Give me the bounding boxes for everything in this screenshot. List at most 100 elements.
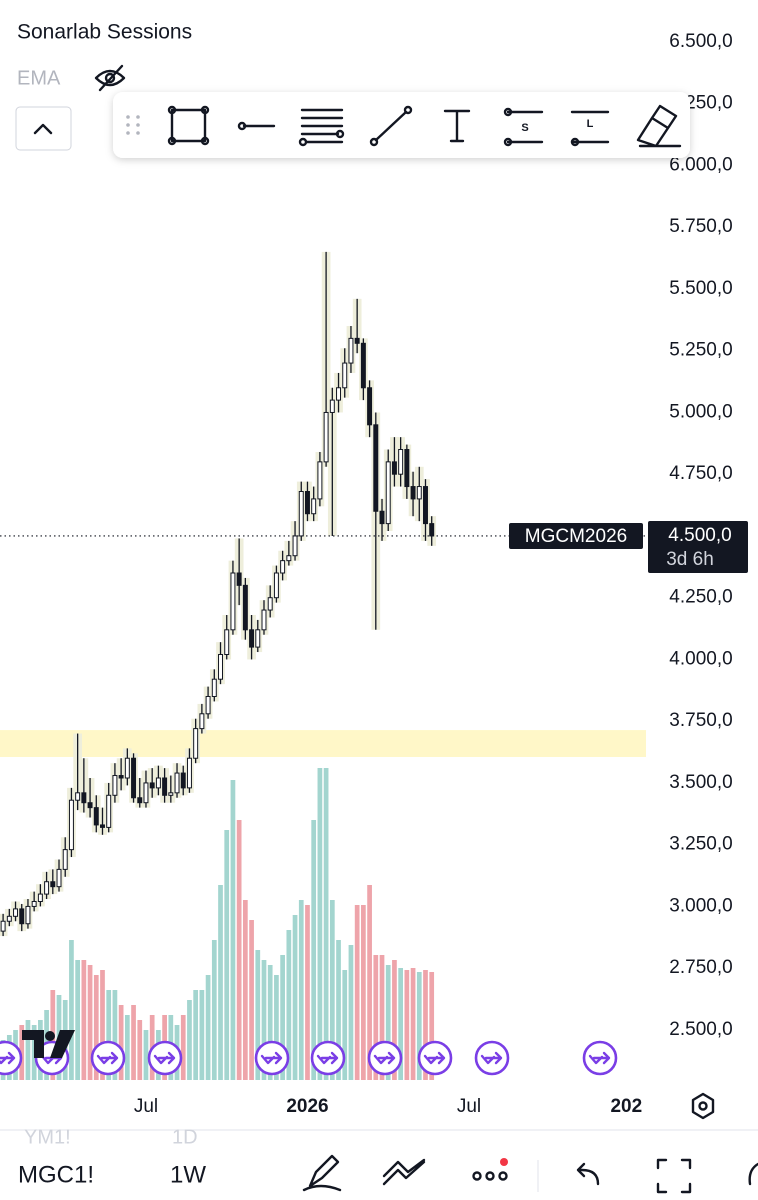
tv-logo (22, 1030, 75, 1058)
candle-body (373, 424, 379, 512)
event-marker[interactable] (0, 1040, 23, 1076)
y-tick-label: 4.000,0 (669, 648, 732, 669)
candle-body (50, 881, 56, 888)
candle-body (193, 728, 199, 759)
highlight-zone (0, 730, 646, 758)
indicators-button[interactable] (382, 1158, 426, 1186)
volume-bar (218, 885, 223, 1080)
candle-body (162, 777, 168, 796)
volume-bar (398, 968, 404, 1080)
session-tool[interactable]: S (503, 107, 544, 147)
event-marker[interactable] (310, 1040, 346, 1076)
bar-countdown: 3d 6h (666, 549, 714, 570)
visibility-toggle[interactable] (94, 64, 126, 92)
event-marker[interactable] (254, 1040, 290, 1076)
volume-bar (25, 1020, 31, 1080)
highlighter-tool[interactable] (636, 104, 682, 148)
candle-body (249, 629, 255, 648)
event-marker[interactable] (90, 1040, 126, 1076)
volume-bar (348, 945, 354, 1080)
volume-bar (100, 970, 105, 1080)
drag-handle[interactable] (126, 115, 140, 135)
volume-bar (131, 1005, 136, 1080)
previous-interval: 1D (172, 1126, 198, 1148)
collapse-button[interactable] (15, 106, 72, 151)
candle-body (75, 792, 81, 801)
candle-body (205, 695, 211, 715)
volume-bar (118, 1005, 124, 1080)
tool-glyph: S (521, 122, 528, 134)
volume-bar (199, 990, 205, 1080)
volume-bar (286, 930, 292, 1080)
y-tick-label: 2.500,0 (669, 1019, 732, 1040)
volume-bar (267, 965, 273, 1080)
event-marker[interactable] (417, 1040, 453, 1076)
trend-line-tool[interactable] (369, 105, 413, 147)
fib-tool[interactable] (298, 108, 345, 147)
fullscreen-button[interactable] (656, 1158, 692, 1194)
volume-bar (137, 1020, 143, 1080)
x-tick-label: Jul (457, 1096, 481, 1117)
event-marker[interactable] (147, 1040, 183, 1076)
volume-bar (317, 768, 323, 1080)
event-marker[interactable] (474, 1040, 510, 1076)
symbol-button[interactable]: MGC1! (18, 1161, 94, 1188)
candle-body (143, 782, 149, 804)
last-price-tag (648, 520, 748, 573)
candle-body (230, 572, 236, 631)
y-tick-label: 3.000,0 (669, 895, 732, 916)
more-button[interactable] (472, 1158, 509, 1181)
draw-button[interactable] (302, 1154, 342, 1192)
y-tick-label: 4.250,0 (669, 587, 732, 608)
extra-button[interactable] (748, 1162, 758, 1186)
price-overlay: MGCM2026 4.500,0 3d 6h (0, 520, 748, 573)
volume-bar (19, 1025, 25, 1080)
volume-bar (416, 972, 422, 1080)
volume-bar (143, 1030, 149, 1080)
level-tool[interactable]: L (570, 110, 610, 147)
candle-body (311, 498, 317, 515)
candle-body (31, 900, 37, 907)
candle-body (261, 609, 267, 631)
candle-body (199, 713, 205, 730)
candle-body (19, 908, 25, 925)
volume-bar (404, 970, 410, 1080)
candle-body (112, 775, 118, 796)
volume-bar (274, 975, 279, 1080)
candle-body (273, 572, 279, 599)
candle-body (68, 799, 74, 851)
candle-body (280, 560, 286, 574)
candle-body (149, 782, 155, 789)
text-tool[interactable] (443, 109, 471, 143)
horizontal-line-tool[interactable] (237, 121, 276, 131)
undo-button[interactable] (576, 1162, 600, 1186)
candle-body (242, 584, 248, 631)
candle-body (186, 757, 192, 789)
rectangle-tool[interactable] (167, 105, 210, 146)
candle-body (304, 490, 310, 515)
candle-body (168, 792, 174, 796)
axes: 2.500,0 2.750,0 3.000,0 3.250,0 3.500,0 3.750… (134, 31, 733, 1117)
candle-body (416, 486, 422, 500)
candle-body (6, 915, 12, 922)
volume-bar (249, 920, 254, 1080)
candle-body (124, 757, 130, 779)
volume-bar (367, 885, 372, 1080)
symbol-tag (509, 522, 643, 549)
settings-button[interactable] (691, 1092, 715, 1120)
bottom-bar (0, 1146, 758, 1200)
volume-bar (187, 1000, 192, 1080)
candle-body (25, 905, 31, 925)
candle-body (13, 908, 19, 917)
volume-bar (193, 990, 199, 1080)
volume-bar (354, 905, 360, 1080)
event-marker[interactable] (582, 1040, 618, 1076)
candle-body (37, 893, 43, 902)
candle-body (317, 461, 323, 500)
volume-bar (311, 820, 317, 1080)
volume-bar (224, 830, 230, 1080)
interval-button[interactable]: 1W (170, 1161, 206, 1188)
volume-bar (112, 990, 118, 1080)
volume-bar (106, 990, 112, 1080)
event-marker[interactable] (367, 1040, 403, 1076)
